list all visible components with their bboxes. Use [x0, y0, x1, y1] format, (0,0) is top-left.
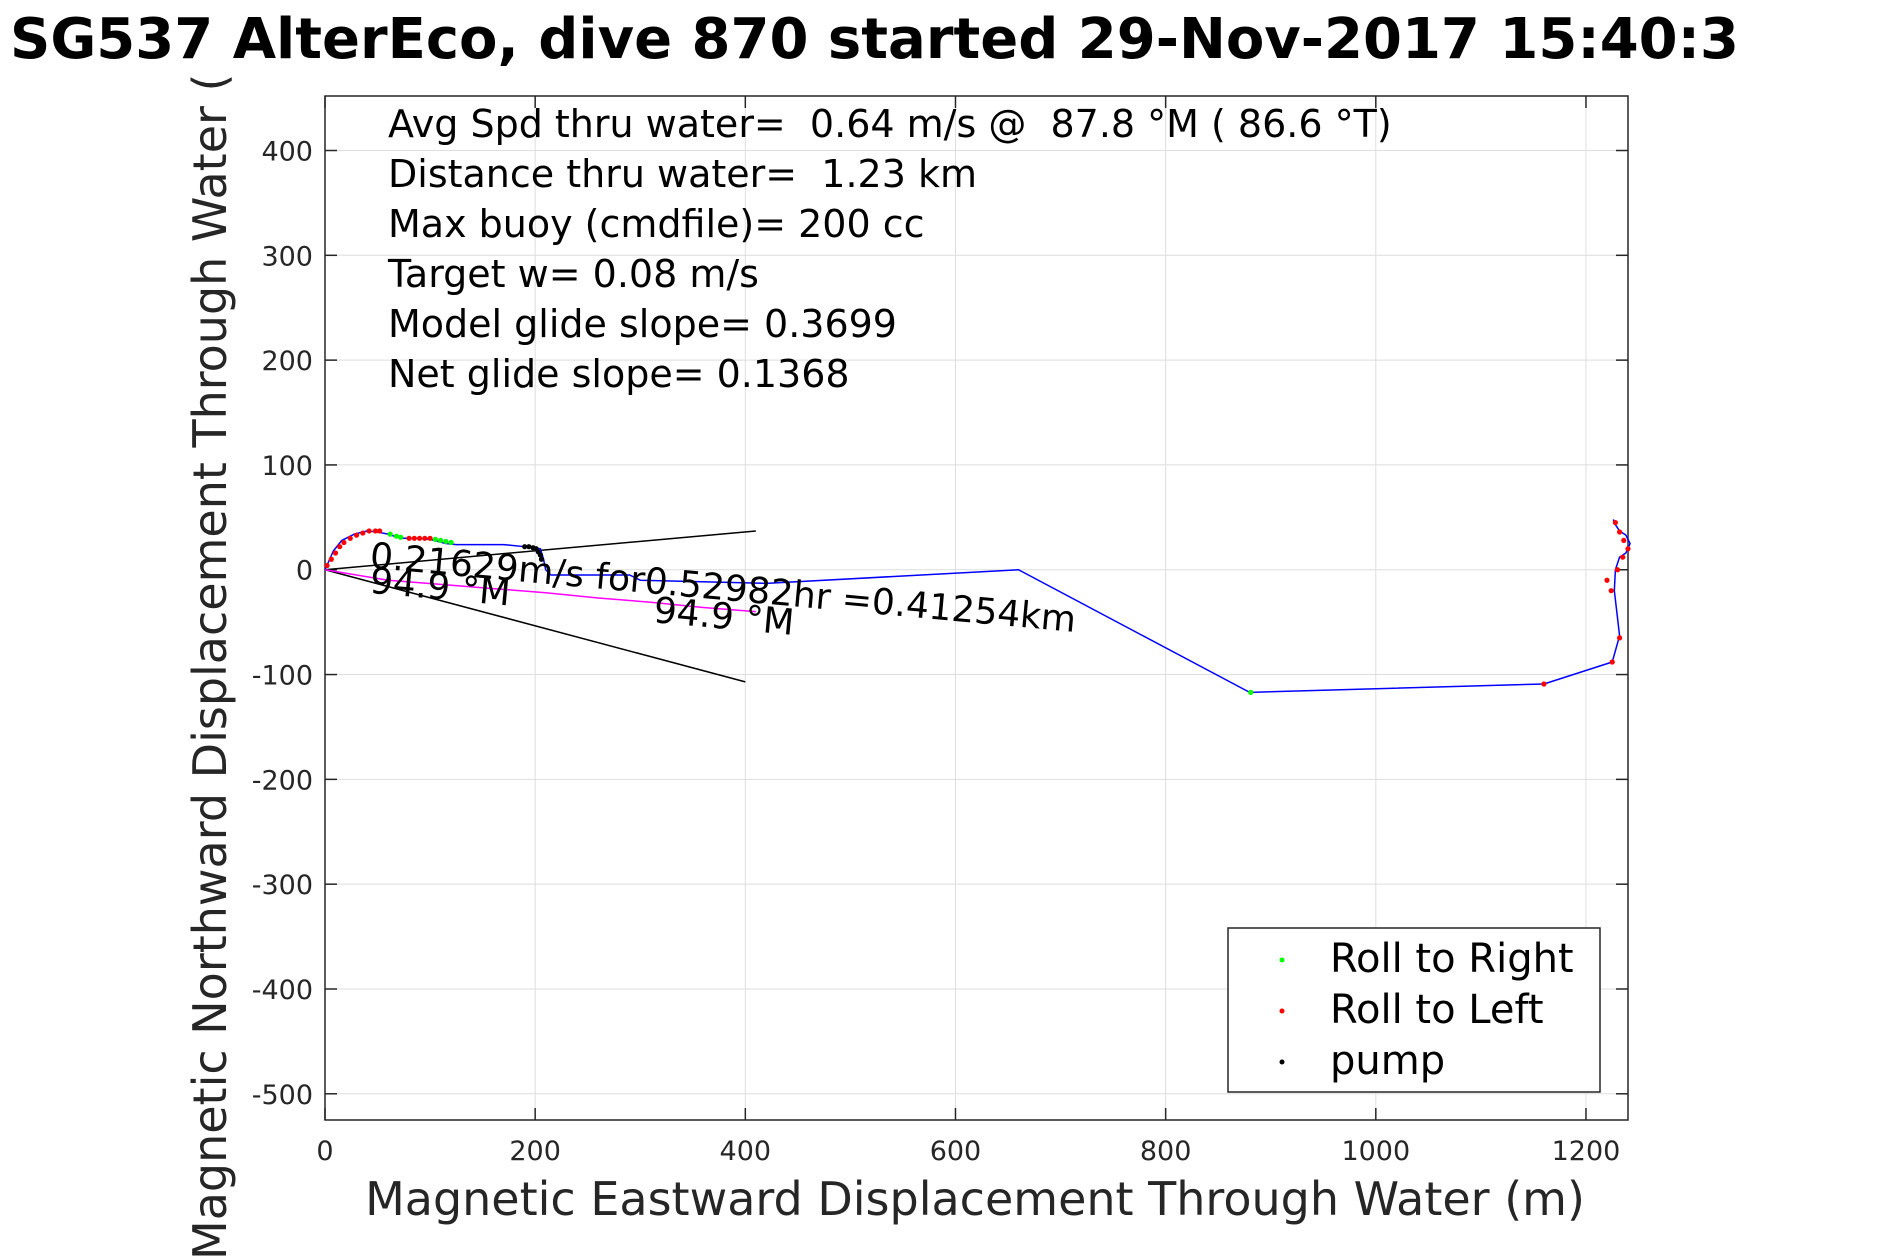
roll-to-right-point: [387, 531, 393, 537]
roll-to-left-point: [372, 528, 379, 534]
pump-point: [538, 556, 545, 562]
info-line-model-glide: Model glide slope= 0.3699: [388, 302, 897, 346]
pump-point: [522, 544, 528, 550]
x-tick-label: 800: [1140, 1136, 1192, 1167]
x-tick-label: 200: [509, 1136, 561, 1167]
magenta-track-line: [324, 569, 756, 613]
y-tick-label: 400: [261, 137, 313, 168]
roll-to-left-point: [1620, 554, 1626, 560]
roll-to-left-point: [1616, 635, 1623, 641]
roll-to-left-point: [366, 528, 372, 534]
y-tick-label: 100: [261, 451, 313, 482]
plot-area-frame: [324, 95, 1629, 1121]
info-line-net-glide: Net glide slope= 0.1368: [388, 352, 850, 396]
pump-point: [526, 544, 532, 550]
roll-to-left-point: [332, 550, 339, 556]
roll-to-right-point: [443, 538, 449, 545]
grid-lines: [324, 96, 1628, 1120]
roll-to-left-point: [328, 556, 334, 562]
y-tick-label: -300: [252, 870, 313, 901]
roll-to-right-point: [1248, 689, 1254, 695]
roll-to-left-point: [1614, 567, 1621, 573]
roll-to-left-point: [1608, 588, 1614, 594]
legend-box: [1227, 927, 1601, 1093]
legend-label-roll-left: Roll to Left: [1330, 987, 1544, 1033]
y-tick-label: 300: [261, 241, 313, 272]
data-markers: [324, 519, 1631, 695]
info-text-block: Avg Spd thru water= 0.64 m/s @ 87.8 °M (…: [387, 102, 1392, 396]
roll-to-left-point: [1604, 577, 1610, 583]
roll-to-left-point: [1621, 537, 1627, 543]
y-axis-label: Magnetic Northward Displacement Through …: [183, 74, 237, 1260]
roll-to-left-point: [377, 528, 383, 534]
roll-to-right-point: [432, 536, 438, 542]
x-tick-label: 600: [930, 1136, 982, 1167]
chart-title: SG537 AlterEco, dive 870 started 29-Nov-…: [10, 7, 1739, 72]
roll-to-left-point: [341, 539, 347, 546]
roll-to-left-point: [1612, 519, 1618, 526]
heading-reference-line: [324, 569, 746, 683]
x-tick-label: 1200: [1552, 1136, 1621, 1167]
legend-marker-roll-right: [1279, 957, 1285, 963]
info-line-distance: Distance thru water= 1.23 km: [388, 152, 977, 196]
y-tick-label: -200: [252, 765, 313, 796]
info-line-max-buoy: Max buoy (cmdfile)= 200 cc: [388, 202, 925, 246]
roll-to-right-point: [437, 537, 444, 543]
x-tick-label: 1000: [1341, 1136, 1410, 1167]
roll-to-left-point: [427, 535, 433, 541]
roll-to-left-point: [411, 535, 417, 541]
roll-to-left-point: [353, 532, 360, 538]
legend-label-pump: pump: [1330, 1038, 1445, 1084]
roll-to-left-point: [1616, 529, 1623, 535]
roll-to-right-point: [393, 533, 400, 539]
roll-to-left-point: [337, 544, 343, 550]
roll-to-left-point: [422, 535, 428, 541]
y-tick-label: 0: [296, 556, 313, 587]
legend-marker-pump: [1279, 1059, 1285, 1065]
roll-to-left-point: [1625, 546, 1631, 552]
legend-marker-roll-left: [1279, 1008, 1285, 1014]
y-tick-label: 200: [261, 346, 313, 377]
x-tick-label: 400: [720, 1136, 772, 1167]
info-line-target-w: Target w= 0.08 m/s: [387, 252, 759, 296]
axis-ticks: 0 200 400 600 800 1000 12004003002001000-100-2…: [252, 96, 1628, 1167]
roll-to-left-point: [1541, 681, 1547, 687]
x-tick-label: 0: [316, 1136, 333, 1167]
x-axis-label: Magnetic Eastward Displacement Through W…: [365, 1172, 1585, 1226]
roll-to-left-point: [324, 562, 330, 569]
y-tick-label: -400: [252, 975, 313, 1006]
roll-to-right-point: [398, 534, 404, 540]
legend-label-roll-right: Roll to Right: [1330, 936, 1574, 982]
roll-to-left-point: [416, 535, 423, 541]
legend: Roll to Right Roll to Left pump: [1227, 927, 1601, 1093]
y-tick-label: -500: [252, 1080, 313, 1111]
info-line-avg-speed: Avg Spd thru water= 0.64 m/s @ 87.8 °M (…: [388, 102, 1392, 146]
roll-to-left-point: [360, 530, 366, 536]
roll-to-left-point: [347, 535, 353, 541]
roll-to-left-point: [1609, 659, 1615, 665]
roll-to-right-point: [448, 539, 454, 546]
pump-point: [537, 552, 544, 558]
y-tick-label: -100: [252, 661, 313, 692]
roll-to-left-point: [406, 535, 412, 541]
